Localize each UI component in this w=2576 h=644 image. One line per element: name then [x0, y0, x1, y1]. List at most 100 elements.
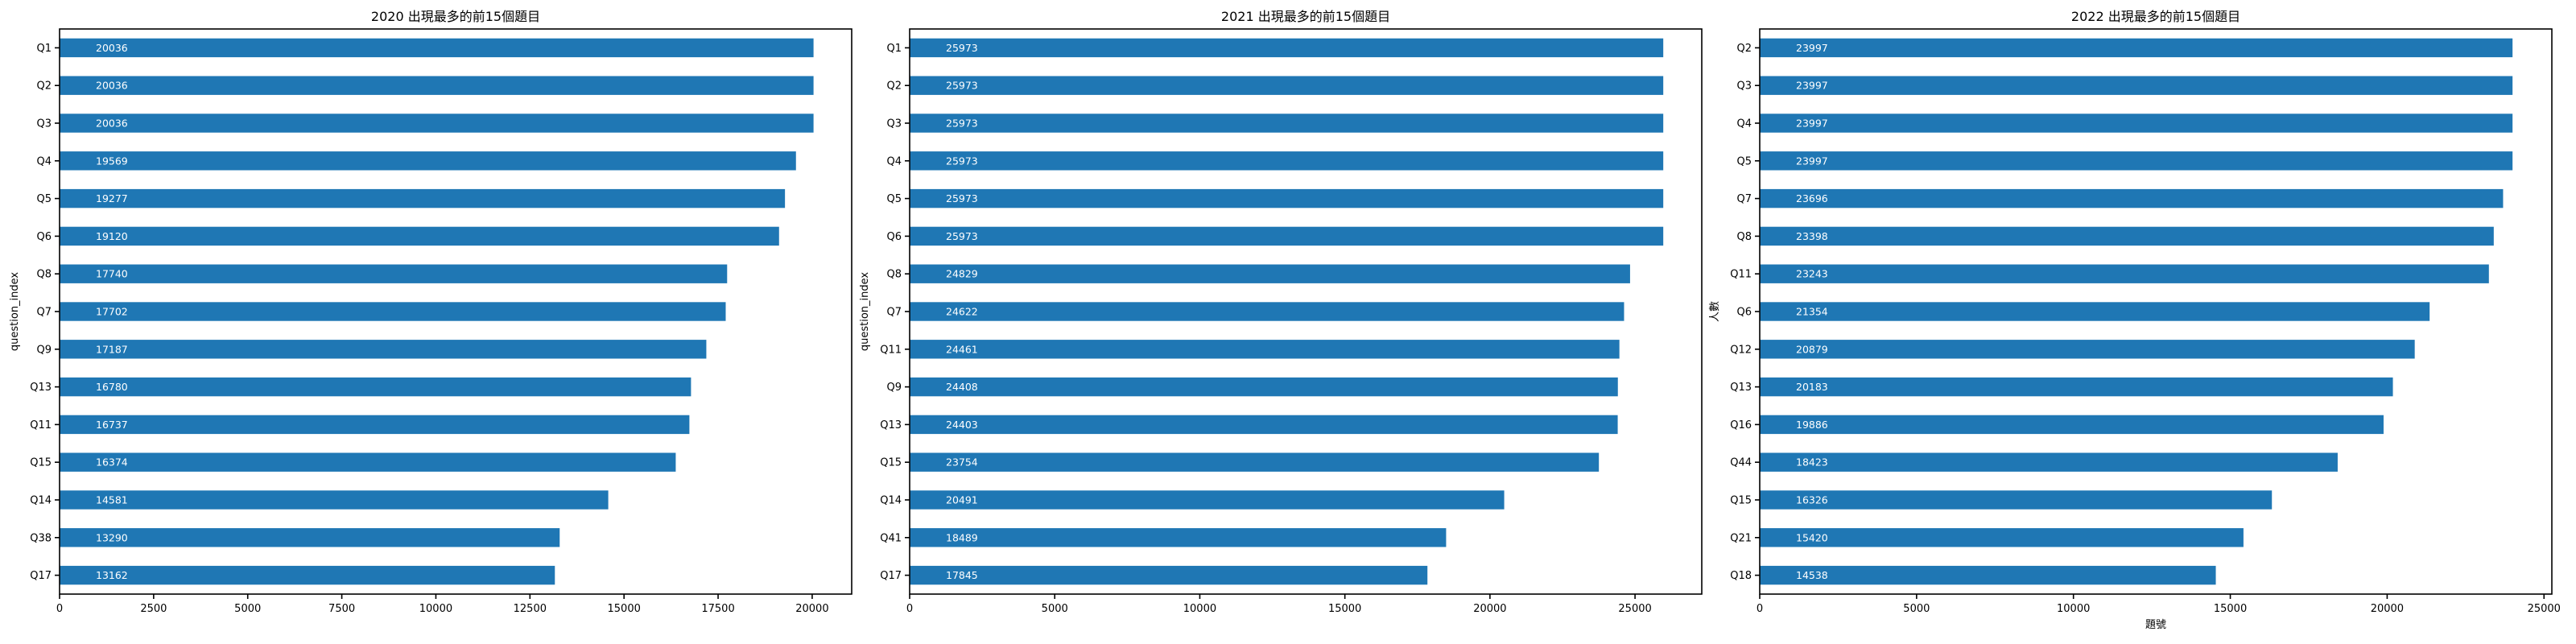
bar-value-label: 25973	[946, 192, 978, 204]
x-tick-label: 20000	[2371, 603, 2404, 615]
y-tick-label: Q1	[36, 43, 52, 55]
bar-value-label: 24408	[946, 381, 978, 393]
bar-value-label: 16737	[96, 419, 128, 431]
y-tick-label: Q14	[30, 495, 52, 507]
y-tick-label: Q17	[30, 570, 52, 582]
bar-value-label: 23997	[1796, 80, 1828, 92]
chart-panel-2: 25973 Q1 25973 Q2 25973 Q3 25973 Q4 25973 Q5 25973…	[859, 9, 1703, 615]
x-tick-label: 15000	[1328, 603, 1361, 615]
bar-value-label: 13290	[96, 531, 128, 543]
y-tick-label: Q16	[1730, 419, 1752, 431]
y-tick-label: Q2	[1736, 43, 1752, 55]
y-tick-label: Q44	[1730, 457, 1752, 469]
x-tick-label: 5000	[1903, 603, 1930, 615]
bar-Q2	[1760, 38, 2513, 58]
y-tick-label: Q11	[880, 344, 902, 356]
bar-Q16	[1760, 415, 2384, 435]
bar-Q15	[60, 452, 676, 472]
y-tick-label: Q3	[1736, 80, 1752, 93]
y-tick-label: Q9	[886, 382, 902, 394]
bar-value-label: 24461	[946, 343, 978, 355]
bar-value-label: 20036	[96, 118, 128, 130]
bar-Q17	[910, 565, 1428, 585]
bar-value-label: 17702	[96, 306, 128, 318]
y-tick-label: Q4	[36, 155, 52, 167]
bar-Q3	[1760, 76, 2513, 95]
bar-Q2	[60, 76, 814, 95]
x-tick-label: 0	[906, 603, 913, 615]
bar-Q8	[1760, 226, 2494, 246]
bar-value-label: 25973	[946, 118, 978, 130]
x-tick-label: 20000	[1473, 603, 1506, 615]
bar-value-label: 24622	[946, 306, 978, 318]
bar-value-label: 20036	[96, 80, 128, 92]
bar-value-label: 23997	[1796, 118, 1828, 130]
bar-value-label: 16374	[96, 456, 128, 469]
bar-value-label: 15420	[1796, 531, 1828, 543]
y-tick-label: Q21	[1730, 532, 1752, 544]
plot-frame	[1759, 28, 2553, 595]
x-tick-label: 7500	[328, 603, 355, 615]
y-tick-label: Q5	[36, 193, 52, 205]
bar-Q38	[60, 528, 560, 547]
chart-title: 2022 出現最多的前15個題目	[2071, 9, 2240, 24]
y-tick-label: Q7	[886, 307, 902, 319]
bar-Q44	[1760, 452, 2338, 472]
bar-value-label: 23754	[946, 456, 978, 469]
bar-value-label: 23398	[1796, 230, 1828, 242]
bar-Q4	[60, 151, 796, 171]
bar-value-label: 14581	[96, 494, 128, 506]
y-tick-label: Q17	[880, 570, 902, 582]
chart-panel-1: 20036 Q1 20036 Q2 20036 Q3 19569 Q4 19277 Q5 19120…	[9, 9, 852, 615]
x-tick-label: 10000	[2057, 603, 2090, 615]
chart-title: 2020 出現最多的前15個題目	[371, 9, 540, 24]
bar-value-label: 18423	[1796, 456, 1828, 469]
bar-Q9	[910, 377, 1618, 397]
bar-value-label: 23997	[1796, 155, 1828, 167]
bar-value-label: 20491	[946, 494, 978, 506]
y-tick-label: Q3	[36, 118, 52, 130]
bar-value-label: 18489	[946, 531, 978, 543]
x-tick-label: 15000	[608, 603, 641, 615]
y-tick-label: Q6	[886, 231, 902, 243]
bar-Q18	[1760, 565, 2216, 585]
y-tick-label: Q14	[880, 495, 902, 507]
plot-frame	[909, 28, 1703, 595]
bar-Q15	[910, 452, 1600, 472]
x-tick-label: 17500	[701, 603, 734, 615]
y-tick-label: Q12	[1730, 344, 1752, 356]
y-tick-label: Q18	[1730, 570, 1752, 582]
bar-Q14	[910, 490, 1505, 510]
bar-Q14	[60, 490, 609, 510]
y-tick-label: Q38	[30, 532, 52, 544]
bar-Q7	[1760, 188, 2504, 208]
y-axis-label: question_index	[9, 272, 21, 352]
y-tick-label: Q15	[30, 457, 52, 469]
bar-value-label: 19886	[1796, 419, 1828, 431]
bar-value-label: 17740	[96, 268, 128, 280]
bar-Q13	[910, 415, 1618, 435]
plot-frame	[59, 28, 852, 595]
bar-value-label: 20879	[1796, 343, 1828, 355]
bar-Q15	[1760, 490, 2273, 510]
y-tick-label: Q5	[886, 193, 902, 205]
bar-value-label: 21354	[1796, 306, 1828, 318]
bar-Q8	[60, 264, 728, 283]
bar-Q4	[910, 151, 1664, 171]
y-tick-label: Q7	[1736, 193, 1752, 205]
bar-value-label: 19569	[96, 155, 128, 167]
y-tick-label: Q1	[886, 43, 902, 55]
y-tick-label: Q8	[1736, 231, 1752, 243]
bar-value-label: 17845	[946, 569, 978, 581]
bar-Q3	[60, 114, 814, 133]
y-tick-label: Q13	[30, 382, 52, 394]
y-axis-label: question_index	[859, 272, 871, 352]
bar-value-label: 20036	[96, 42, 128, 54]
bar-Q13	[1760, 377, 2393, 397]
y-tick-label: Q7	[36, 307, 52, 319]
x-tick-label: 15000	[2214, 603, 2247, 615]
x-tick-label: 25000	[2528, 603, 2561, 615]
bar-value-label: 24829	[946, 268, 978, 280]
chart-panel-3: 23997 Q2 23997 Q3 23997 Q4 23997 Q5 23696 Q7 23398…	[1709, 9, 2561, 631]
bar-value-label: 14538	[1796, 569, 1828, 581]
